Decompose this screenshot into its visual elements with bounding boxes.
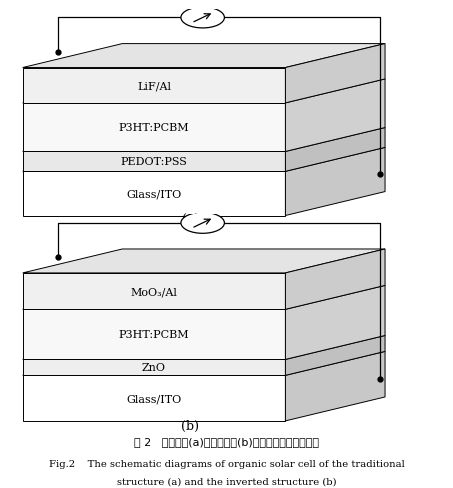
Polygon shape [285, 128, 385, 172]
Text: (a): (a) [182, 214, 199, 227]
Text: structure (a) and the inverted structure (b): structure (a) and the inverted structure… [117, 477, 336, 486]
Text: Glass/ITO: Glass/ITO [126, 393, 182, 403]
Polygon shape [23, 80, 385, 103]
Polygon shape [285, 249, 385, 310]
Polygon shape [23, 273, 285, 310]
Polygon shape [285, 352, 385, 421]
Text: Glass/ITO: Glass/ITO [126, 189, 182, 199]
Polygon shape [23, 68, 285, 103]
Polygon shape [285, 44, 385, 103]
Text: P3HT:PCBM: P3HT:PCBM [119, 123, 189, 133]
Polygon shape [23, 44, 385, 68]
Polygon shape [23, 376, 285, 421]
Text: ZnO: ZnO [142, 363, 166, 373]
Polygon shape [285, 286, 385, 360]
Polygon shape [23, 152, 285, 172]
Polygon shape [23, 360, 285, 376]
Text: Fig.2    The schematic diagrams of organic solar cell of the traditional: Fig.2 The schematic diagrams of organic … [48, 459, 405, 468]
Polygon shape [285, 336, 385, 376]
Polygon shape [23, 286, 385, 310]
Polygon shape [23, 172, 285, 216]
Polygon shape [23, 249, 385, 273]
Text: 图 2   正置结构(a)与倒置结构(b)有机太阳能电池示意图: 图 2 正置结构(a)与倒置结构(b)有机太阳能电池示意图 [134, 436, 319, 447]
Text: MoO₃/Al: MoO₃/Al [130, 286, 178, 297]
Polygon shape [23, 148, 385, 172]
Text: LiF/Al: LiF/Al [137, 81, 171, 91]
Polygon shape [23, 336, 385, 360]
Circle shape [181, 213, 224, 234]
Text: PEDOT:PSS: PEDOT:PSS [120, 157, 188, 167]
Polygon shape [285, 80, 385, 152]
Polygon shape [23, 352, 385, 376]
Polygon shape [23, 103, 285, 152]
Polygon shape [23, 310, 285, 360]
Text: P3HT:PCBM: P3HT:PCBM [119, 330, 189, 340]
Polygon shape [23, 128, 385, 152]
Circle shape [181, 8, 224, 29]
Text: (b): (b) [181, 419, 199, 432]
Polygon shape [285, 148, 385, 216]
